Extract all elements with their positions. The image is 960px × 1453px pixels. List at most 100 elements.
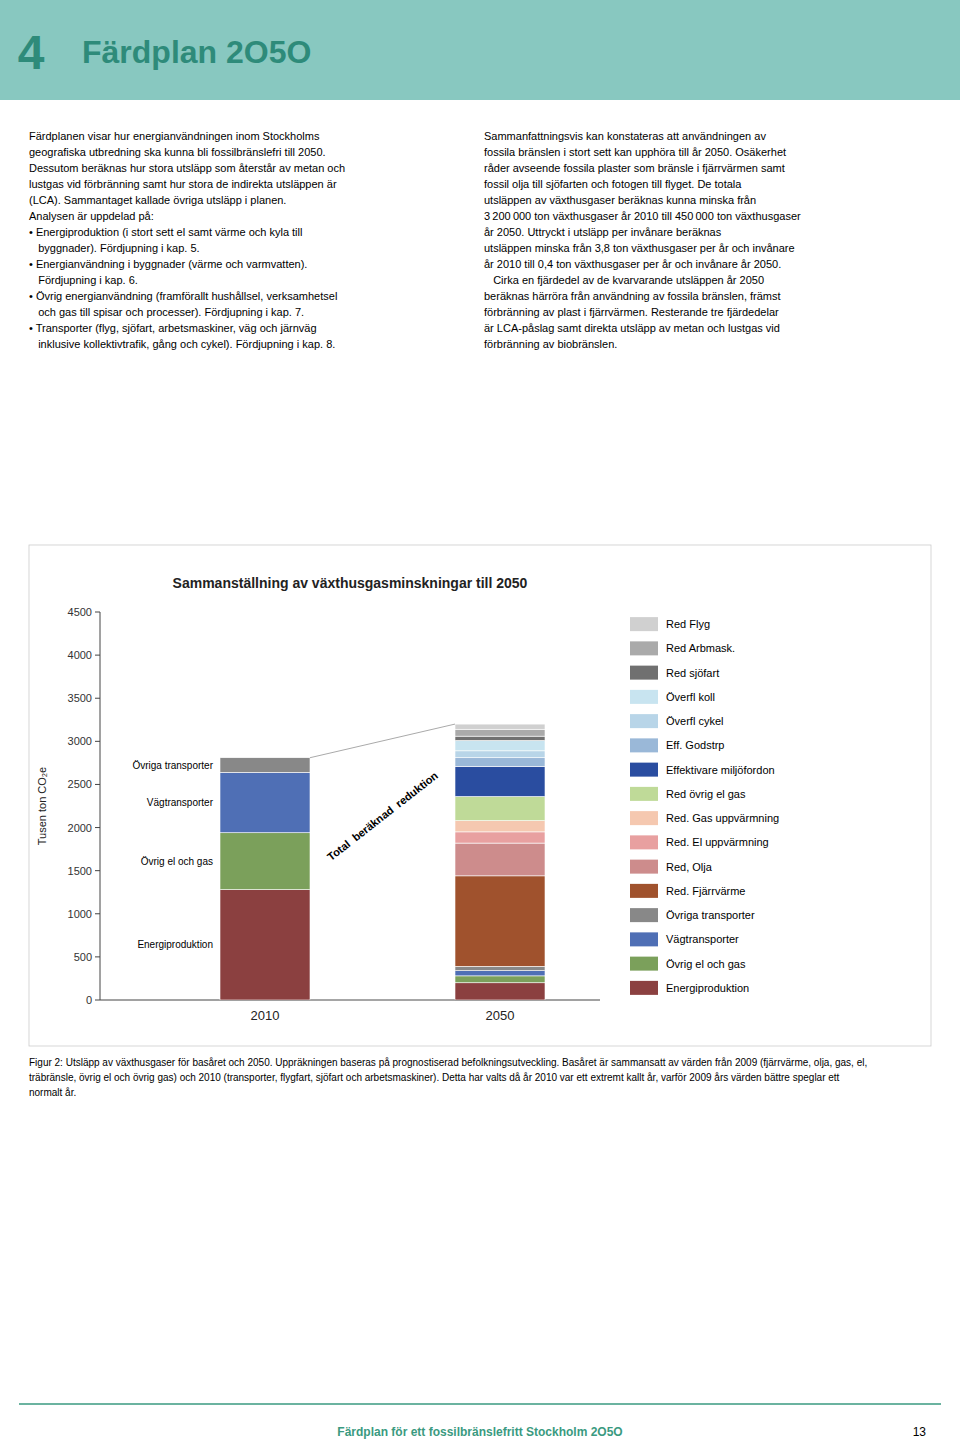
header: 4 Färdplan 2O5O <box>0 0 960 100</box>
y-axis-title: Tusen ton CO₂e <box>36 767 48 845</box>
legend-swatch <box>630 884 658 898</box>
segment-label: Övrig el och gas <box>141 856 213 867</box>
legend-swatch <box>630 666 658 680</box>
y-tick <box>95 956 100 957</box>
legend-swatch <box>630 763 658 777</box>
legend-label: Överfl cykel <box>666 715 723 727</box>
chapter-number: 4 <box>18 26 45 79</box>
y-tick <box>95 1000 100 1001</box>
text-line: Sammanfattningsvis kan konstateras att a… <box>484 130 766 142</box>
legend-swatch <box>630 957 658 971</box>
bar-segment <box>455 740 545 750</box>
text-line: år 2050. Uttryckt i utsläpp per invånare… <box>484 226 722 238</box>
legend-swatch <box>630 738 658 752</box>
bar-segment <box>455 797 545 821</box>
text-line: och gas till spisar och processer). Förd… <box>29 306 304 318</box>
footer-rule <box>19 1403 941 1405</box>
text-line: fossil olja till sjöfarten och fotogen t… <box>484 178 742 190</box>
text-line: Analysen är uppdelad på: <box>29 210 154 222</box>
page-number: 13 <box>913 1425 927 1439</box>
x-axis: 20102050 <box>100 1000 600 1023</box>
legend-swatch <box>630 787 658 801</box>
legend-label: Red, Olja <box>666 861 713 873</box>
legend-label: Red. El uppvärmning <box>666 836 769 848</box>
segment-label: Övriga transporter <box>132 760 213 771</box>
legend-swatch <box>630 617 658 631</box>
bar-segment <box>455 751 545 758</box>
text-line: år 2010 till 0,4 ton växthusgaser per år… <box>484 258 781 270</box>
legend: Red FlygRed Arbmask.Red sjöfartÖverfl ko… <box>630 617 779 995</box>
x-tick-label: 2050 <box>486 1008 515 1023</box>
text-line: fossila bränslen i stort sett kan upphör… <box>484 146 786 158</box>
text-line: lustgas vid förbränning samt hur stora d… <box>29 178 337 190</box>
bar-segment <box>455 843 545 876</box>
reduction-line <box>310 724 455 758</box>
bar-segment <box>455 876 545 967</box>
y-tick <box>95 827 100 828</box>
y-tick-label: 1500 <box>68 865 92 877</box>
y-tick <box>95 913 100 914</box>
text-line: • Energiproduktion (i stort sett el samt… <box>29 226 302 238</box>
y-tick-label: 4000 <box>68 649 92 661</box>
bar-segment <box>455 821 545 832</box>
y-tick-label: 3500 <box>68 692 92 704</box>
footer: Färdplan för ett fossilbränslefritt Stoc… <box>19 1404 941 1439</box>
text-line: byggnader). Fördjupning i kap. 5. <box>29 242 200 254</box>
bar-segment <box>220 758 310 773</box>
text-line: är LCA-påslag samt direkta utsläpp av me… <box>484 322 780 334</box>
text-line: (LCA). Sammantaget kallade övriga utsläp… <box>29 194 286 206</box>
legend-swatch <box>630 690 658 704</box>
chart-title: Sammanställning av växthusgasminskningar… <box>173 575 528 591</box>
legend-label: Red. Fjärrvärme <box>666 885 745 897</box>
y-axis: 050010001500200025003000350040004500Tuse… <box>36 606 100 1006</box>
text-line: Figur 2: Utsläpp av växthusgaser för bas… <box>29 1057 867 1068</box>
y-tick-label: 2500 <box>68 778 92 790</box>
caption: Figur 2: Utsläpp av växthusgaser för bas… <box>29 1057 867 1098</box>
legend-swatch <box>630 860 658 874</box>
text-line: • Övrig energianvändning (framförallt hu… <box>29 290 337 302</box>
y-tick <box>95 870 100 871</box>
y-tick-label: 3000 <box>68 735 92 747</box>
y-tick-label: 2000 <box>68 822 92 834</box>
bar-segment <box>455 971 545 976</box>
legend-swatch <box>630 641 658 655</box>
text-line: Cirka en fjärdedel av de kvarvarande uts… <box>484 274 764 286</box>
bars <box>220 724 545 1000</box>
legend-swatch <box>630 835 658 849</box>
text-line: förbränning av biobränslen. <box>484 338 617 350</box>
header-band <box>0 0 960 100</box>
text-line: träbränsle, övrig el och övrig gas) och … <box>29 1072 840 1083</box>
bar-segment <box>455 729 545 736</box>
text-line: normalt år. <box>29 1087 76 1098</box>
body-text-right: Sammanfattningsvis kan konstateras att a… <box>484 130 801 350</box>
text-line: råder avseende fossila plaster som bräns… <box>484 162 785 174</box>
legend-label: Överfl koll <box>666 691 715 703</box>
legend-label: Red Arbmask. <box>666 642 735 654</box>
bar-segment <box>220 833 310 890</box>
segment-label: Vägtransporter <box>147 797 214 808</box>
legend-label: Effektivare miljöfordon <box>666 764 775 776</box>
legend-swatch <box>630 714 658 728</box>
legend-label: Red Flyg <box>666 618 710 630</box>
bar-segment <box>455 766 545 796</box>
y-tick <box>95 612 100 613</box>
text-line: inklusive kollektivtrafik, gång och cyke… <box>29 338 335 350</box>
legend-label: Red. Gas uppvärmning <box>666 812 779 824</box>
header-title: Färdplan 2O5O <box>82 34 311 70</box>
legend-swatch <box>630 811 658 825</box>
y-tick <box>95 741 100 742</box>
y-tick-label: 500 <box>74 951 92 963</box>
footer-text: Färdplan för ett fossilbränslefritt Stoc… <box>337 1425 622 1439</box>
text-line: Dessutom beräknas hur stora utsläpp som … <box>29 162 345 174</box>
bar-segment <box>455 724 545 729</box>
text-line: 3 200 000 ton växthusgaser år 2010 till … <box>484 210 801 222</box>
text-line: Fördjupning i kap. 6. <box>29 274 138 286</box>
y-tick-label: 4500 <box>68 606 92 618</box>
bar-segment <box>455 736 545 740</box>
legend-swatch <box>630 908 658 922</box>
y-tick <box>95 784 100 785</box>
legend-label: Övriga transporter <box>666 909 755 921</box>
legend-label: Övrig el och gas <box>666 958 746 970</box>
text-line: Färdplanen visar hur energianvändningen … <box>29 130 320 142</box>
text-line: utsläppen av växthusgaser beräknas kunna… <box>484 194 756 206</box>
